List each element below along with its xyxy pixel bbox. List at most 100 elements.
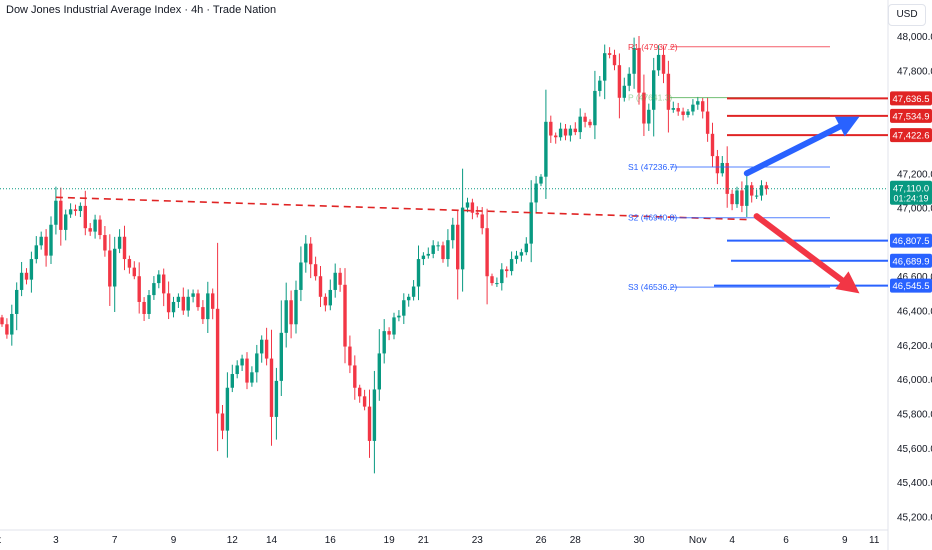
chart-title: Dow Jones Industrial Average Index · 4h …: [6, 4, 277, 16]
candle-body: [220, 413, 225, 431]
candle-body: [318, 276, 323, 297]
candle-body: [171, 301, 176, 313]
candle-body: [656, 54, 661, 71]
resistance-tag: [890, 108, 932, 123]
currency-button[interactable]: USD: [888, 4, 926, 26]
candle-body: [436, 245, 440, 247]
time-tick-label: 12: [227, 535, 239, 546]
time-tick-label: 3: [53, 535, 59, 546]
last-price-label: 47,110.0: [893, 184, 929, 195]
candle-body: [475, 212, 479, 215]
candle-body: [691, 104, 695, 112]
candle-body: [338, 272, 342, 285]
candle-body: [260, 339, 264, 354]
candle-body: [529, 202, 533, 244]
candle-body: [196, 293, 200, 308]
price-tick-label: 45,600.0: [897, 444, 932, 455]
candle-body: [147, 295, 151, 314]
candle-body: [720, 162, 724, 174]
candle-body: [152, 283, 156, 296]
candle-body: [524, 243, 528, 253]
candle-body: [500, 269, 504, 284]
candle-body: [588, 121, 592, 126]
support-tag-label: 46,545.5: [893, 281, 930, 292]
candle-body: [73, 209, 78, 212]
candle-body: [88, 228, 92, 232]
candle-body: [54, 200, 58, 225]
time-tick-label: 7: [112, 535, 118, 546]
candle-body: [652, 70, 656, 110]
candle-body: [289, 300, 293, 325]
candle-body: [710, 133, 715, 157]
candle-body: [735, 190, 739, 205]
candle-body: [617, 65, 622, 98]
time-tick-label: 4: [729, 535, 735, 546]
candle-body: [607, 53, 612, 55]
candle-body: [343, 284, 347, 347]
candle-body: [323, 296, 328, 306]
candle-body: [201, 307, 205, 320]
candle-body: [377, 353, 381, 390]
price-tick-label: 47,000.0: [897, 204, 932, 215]
candle-body: [348, 346, 352, 366]
candle-body: [485, 228, 489, 277]
pivot-label-s2: S2 (46940.8): [628, 213, 677, 223]
candle-body: [83, 205, 87, 229]
candle-body: [647, 109, 651, 124]
candle-body: [612, 54, 617, 66]
candle-body: [593, 90, 597, 126]
support-tag: [890, 253, 932, 268]
candle-body: [573, 128, 577, 133]
candle-body: [514, 255, 519, 260]
price-tick-label: 45,400.0: [897, 478, 932, 489]
trendline-dashed: [55, 196, 747, 221]
up-arrow-icon: [743, 123, 843, 177]
candle-body: [142, 301, 146, 314]
pivot-label-p: P (47641.3): [628, 93, 672, 103]
candle-body: [402, 300, 406, 316]
candle-body: [578, 116, 582, 133]
candle-body: [465, 202, 470, 208]
time-tick-label: 21: [418, 535, 430, 546]
pivot-label-s3: S3 (46536.2): [628, 282, 677, 292]
candle-body: [250, 372, 254, 383]
candle-body: [725, 162, 729, 194]
candle-body: [392, 317, 396, 335]
candle-body: [34, 245, 38, 260]
candle-body: [460, 207, 465, 270]
pivot-label-r1: R1 (47937.2): [628, 42, 678, 52]
candle-body: [539, 176, 543, 184]
candle-body: [225, 387, 230, 431]
candle-body: [103, 235, 107, 251]
candle-body: [387, 331, 391, 335]
candle-body: [211, 293, 215, 309]
candle-body: [127, 259, 132, 268]
candle-body: [68, 209, 73, 215]
candle-body: [132, 267, 136, 277]
candle-body: [764, 185, 769, 189]
candle-body: [98, 219, 102, 236]
candle-body: [519, 252, 524, 256]
countdown-label: 01:24:19: [893, 194, 928, 204]
candle-body: [745, 185, 749, 206]
time-tick-label: 26: [535, 535, 547, 546]
candle-body: [750, 185, 754, 196]
candle-body: [299, 262, 303, 290]
candle-body: [186, 296, 190, 311]
candle-body: [754, 195, 759, 197]
candle-body: [78, 205, 83, 212]
price-tick-label: 46,600.0: [897, 272, 932, 283]
candle-body: [705, 111, 710, 134]
candle-body: [715, 156, 720, 174]
candle-body: [240, 358, 244, 366]
time-tick-label: 9: [171, 535, 177, 546]
candle-body: [255, 353, 259, 373]
candle-body: [39, 236, 43, 246]
candle-body: [93, 219, 97, 232]
candle-body: [294, 289, 298, 325]
candle-body: [666, 73, 671, 110]
candle-body: [681, 111, 685, 115]
time-tick-label: 14: [266, 535, 278, 546]
candle-body: [166, 293, 171, 313]
